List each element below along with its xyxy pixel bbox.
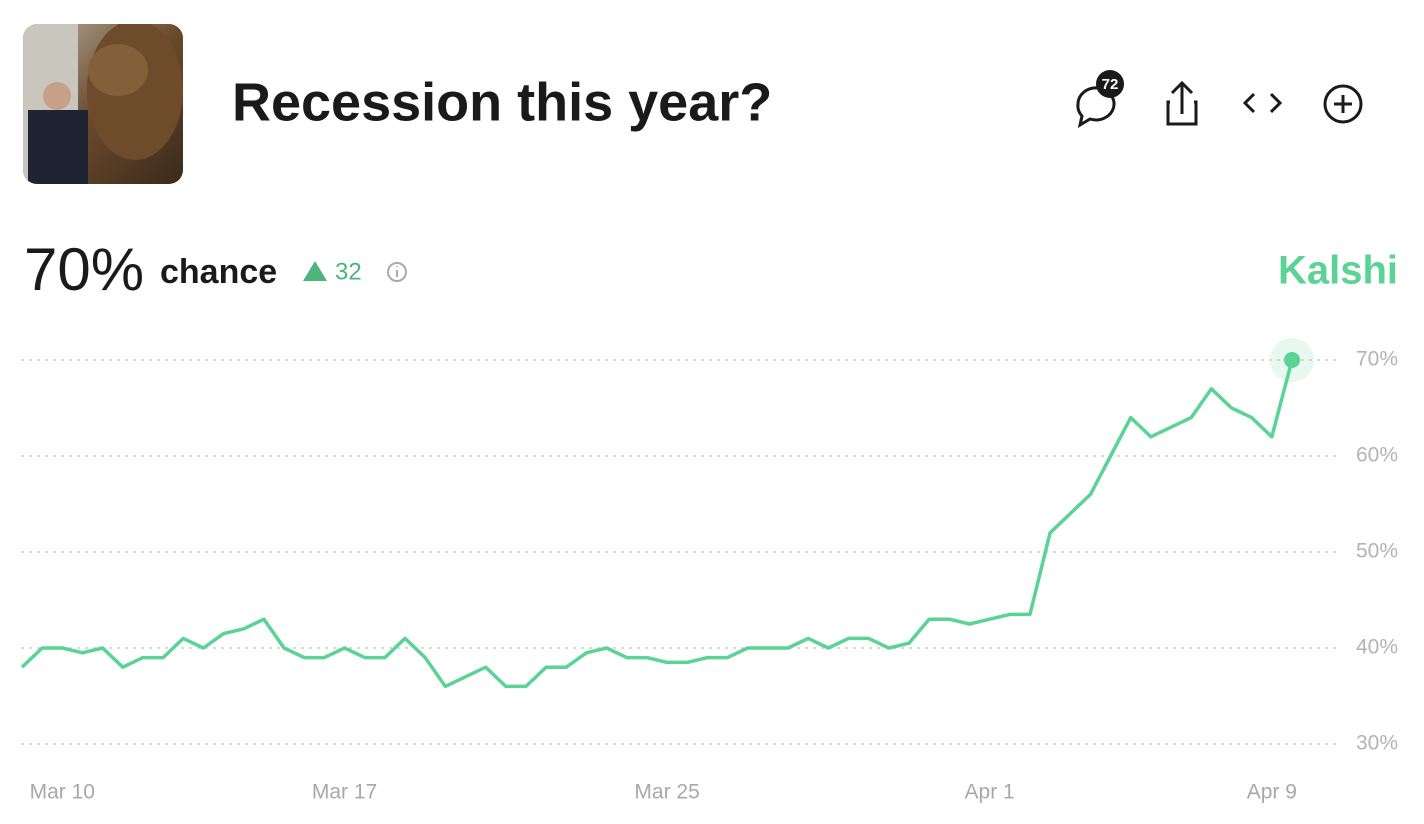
comments-button[interactable]: 72 — [1076, 70, 1124, 129]
probability: 70% — [24, 236, 144, 303]
price-chart: 30% 40% 50% 60% 70% Mar 10 Mar 17 Mar 25 Apr 1 Ap… — [20, 338, 1398, 804]
comment-count: 72 — [1102, 76, 1119, 93]
y-tick-label: 40% — [1356, 636, 1398, 659]
share-button[interactable] — [1166, 80, 1198, 126]
market-image — [23, 24, 183, 184]
current-point — [1284, 352, 1300, 368]
x-tick-label: Mar 17 — [312, 781, 377, 804]
change-value: 32 — [335, 258, 362, 285]
info-icon[interactable] — [387, 262, 407, 282]
embed-button[interactable] — [1242, 92, 1283, 114]
market-title: Recession this year? — [232, 72, 772, 132]
x-tick-label: Apr 9 — [1247, 781, 1297, 804]
y-tick-label: 50% — [1356, 540, 1398, 563]
x-tick-label: Mar 10 — [30, 781, 95, 804]
probability-label: chance — [160, 253, 277, 291]
x-tick-label: Mar 25 — [634, 781, 699, 804]
source-name: Kalshi — [1278, 249, 1398, 293]
add-button[interactable] — [1323, 84, 1363, 124]
y-tick-label: 70% — [1356, 348, 1398, 371]
change-arrow — [303, 261, 327, 281]
x-tick-label: Apr 1 — [965, 781, 1015, 804]
y-tick-label: 30% — [1356, 732, 1398, 755]
price-line — [20, 359, 1294, 689]
y-tick-label: 60% — [1356, 444, 1398, 467]
